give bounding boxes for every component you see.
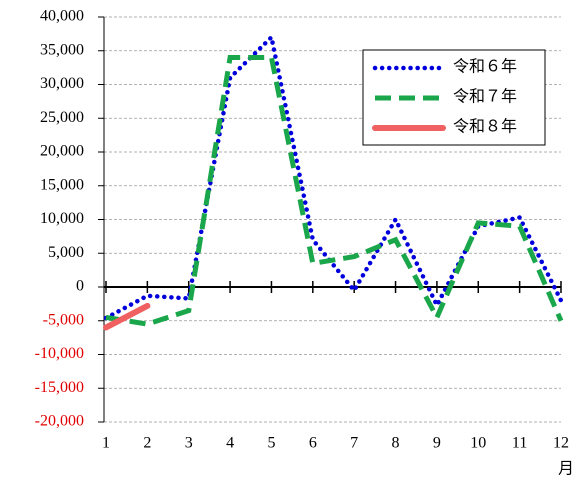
x-axis-label: 月	[558, 461, 574, 478]
legend-label: 令和８年	[453, 118, 517, 136]
y-tick-label: 35,000	[40, 41, 84, 58]
x-tick-label: 10	[470, 435, 486, 452]
y-tick-label: 30,000	[40, 75, 84, 92]
y-tick-label: 25,000	[40, 109, 84, 126]
y-tick-label: -15,000	[35, 379, 84, 396]
y-tick-label: -20,000	[35, 413, 84, 430]
legend-label: 令和７年	[453, 88, 517, 106]
x-tick-label: 6	[309, 435, 317, 452]
x-tick-label: 1	[102, 435, 110, 452]
y-tick-label: 5,000	[48, 244, 84, 261]
series-line	[105, 55, 564, 327]
y-tick-label: -5,000	[43, 311, 84, 328]
x-tick-label: 9	[433, 435, 441, 452]
x-tick-label: 11	[512, 435, 527, 452]
y-tick-label: -10,000	[35, 345, 84, 362]
x-tick-label: 3	[185, 435, 193, 452]
legend-label: 令和６年	[453, 58, 517, 76]
x-tick-label: 12	[553, 435, 569, 452]
y-tick-label: 0	[76, 278, 84, 295]
x-tick-label: 8	[392, 435, 400, 452]
series-line	[103, 302, 151, 331]
y-tick-label: 40,000	[40, 8, 84, 25]
y-tick-label: 10,000	[40, 210, 84, 227]
y-tick-label: 20,000	[40, 143, 84, 160]
y-tick-label: 15,000	[40, 176, 84, 193]
x-tick-label: 7	[350, 435, 358, 452]
x-tick-label: 5	[267, 435, 275, 452]
x-tick-label: 2	[143, 435, 151, 452]
x-tick-label: 4	[226, 435, 234, 452]
